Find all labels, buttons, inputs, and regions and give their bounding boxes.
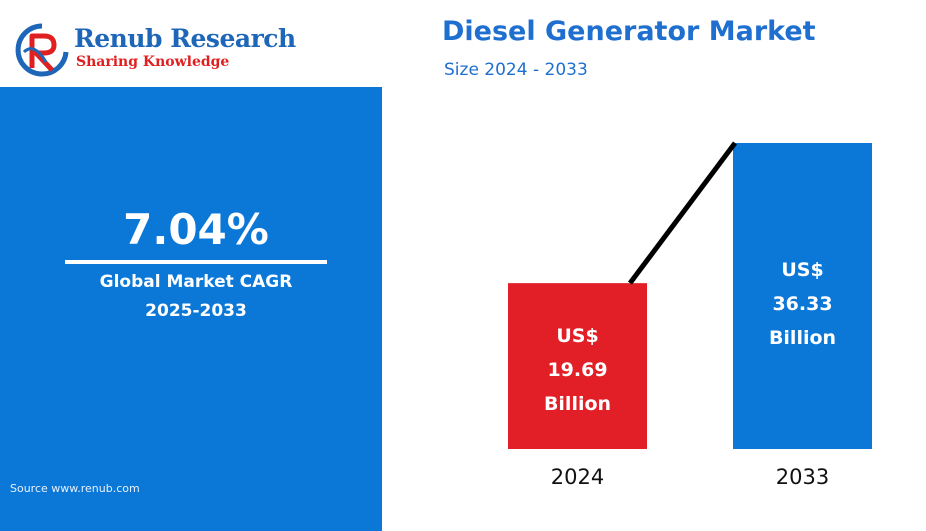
page-title: Diesel Generator Market xyxy=(442,16,816,47)
category-label-2033: 2033 xyxy=(776,465,829,489)
trend-line xyxy=(627,141,738,285)
bar-label-2033-line3: Billion xyxy=(769,327,836,349)
cagr-panel: 7.04% Global Market CAGR 2025-2033 Sourc… xyxy=(0,87,382,531)
cagr-value: 7.04% xyxy=(123,205,269,254)
cagr-divider xyxy=(65,260,327,264)
cagr-label: Global Market CAGR xyxy=(99,272,293,292)
page-subtitle: Size 2024 - 2033 xyxy=(444,60,588,80)
brand-tagline: Sharing Knowledge xyxy=(76,54,230,70)
bar-2033 xyxy=(733,143,872,449)
bar-label-2033-line1: US$ xyxy=(781,259,823,281)
bar-label-2033-line2: 36.33 xyxy=(772,293,832,315)
bar-2024 xyxy=(508,283,647,449)
cagr-period: 2025-2033 xyxy=(145,301,247,321)
brand-name: Renub Research xyxy=(74,24,296,53)
renub-logo-mark-icon xyxy=(15,23,69,77)
category-label-2024: 2024 xyxy=(551,465,604,489)
bar-label-2024-line2: 19.69 xyxy=(547,359,607,381)
source-note: Source www.renub.com xyxy=(10,482,140,495)
renub-logo: Renub Research Sharing Knowledge xyxy=(14,22,304,78)
bar-label-2024-line1: US$ xyxy=(556,325,598,347)
bar-label-2024-line3: Billion xyxy=(544,393,611,415)
